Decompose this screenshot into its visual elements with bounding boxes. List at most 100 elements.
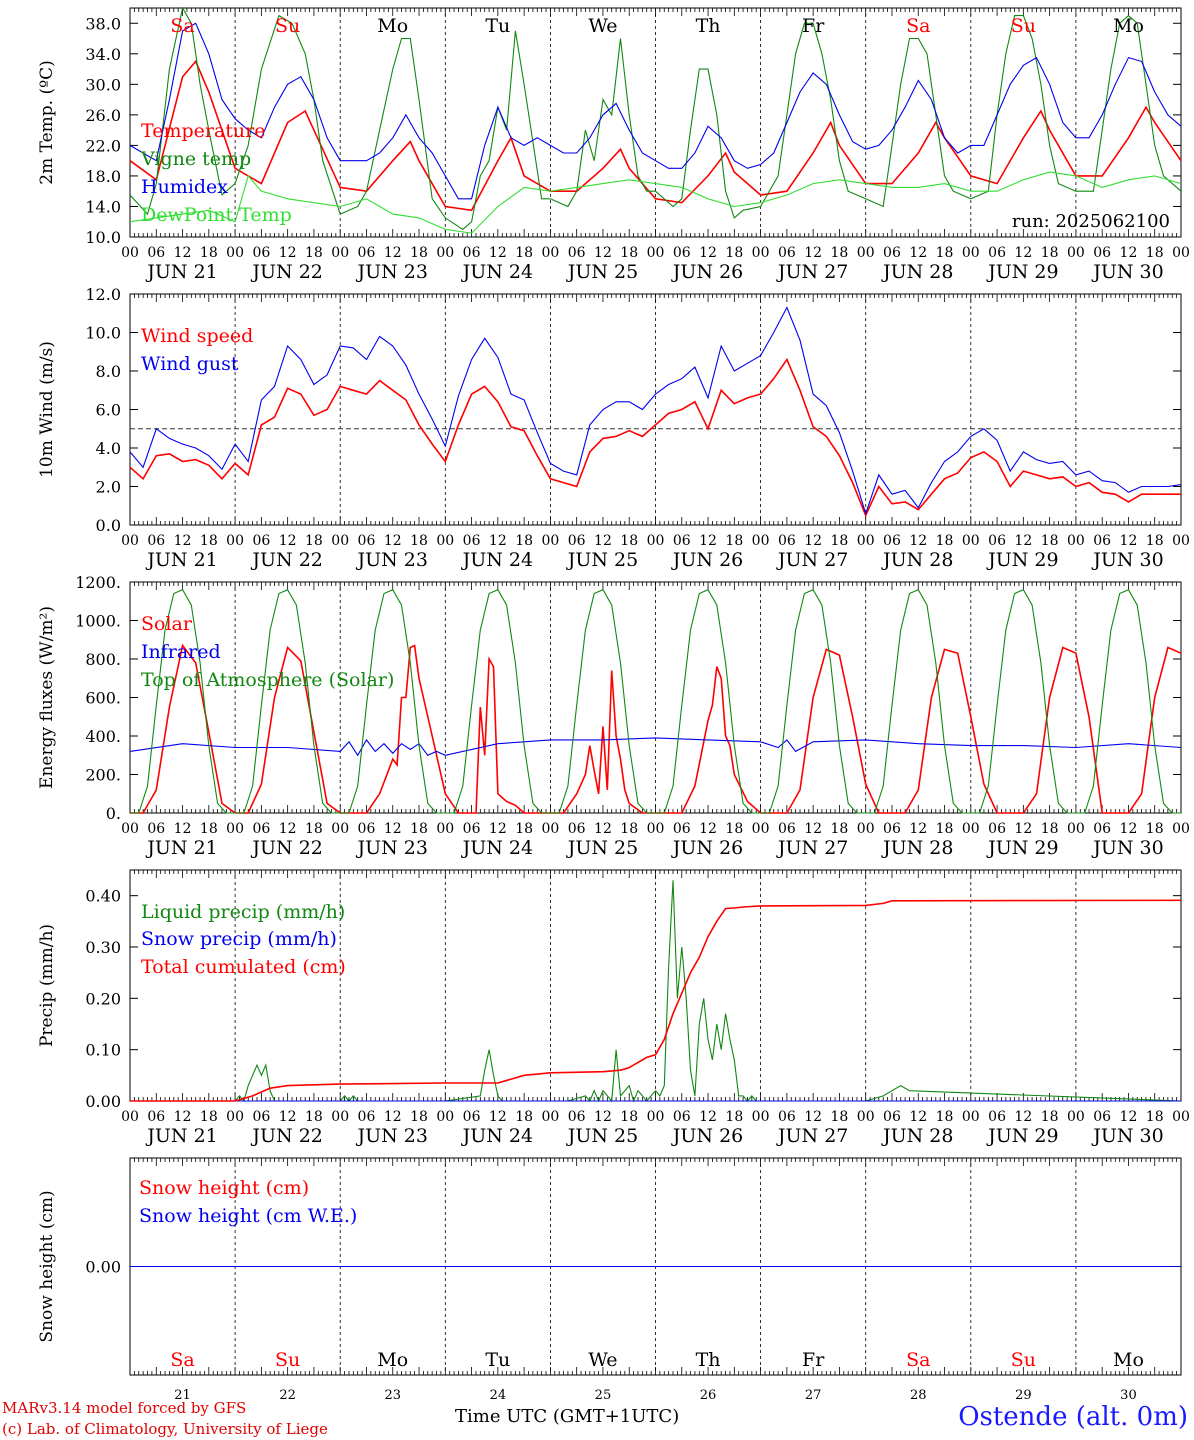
date-label: JUN 25 <box>566 261 638 283</box>
hour-label: 06 <box>358 821 376 837</box>
date-label: JUN 25 <box>566 549 638 571</box>
date-label: JUN 21 <box>145 1125 217 1147</box>
date-label: JUN 22 <box>250 1125 322 1147</box>
hour-label: 12 <box>1014 821 1032 837</box>
date-label: JUN 29 <box>986 837 1058 859</box>
hour-label: 18 <box>936 533 954 549</box>
day-number: 29 <box>1015 1388 1032 1403</box>
day-number: 22 <box>279 1388 296 1403</box>
hour-label: 12 <box>1014 245 1032 261</box>
panel-1: 10.0 14.0 18.0 22.0 26.0 30.0 34.0 38.0 2m Temp.… <box>37 6 1190 283</box>
hour-label: 06 <box>1093 533 1111 549</box>
hour-label: 12 <box>594 245 612 261</box>
day-abbr: Fr <box>802 15 825 37</box>
hour-label: 00 <box>752 533 770 549</box>
hour-label: 12 <box>1120 821 1138 837</box>
hour-label: 00 <box>226 1109 244 1125</box>
day-abbr-bottom: Fr <box>802 1349 825 1371</box>
hour-label: 06 <box>988 245 1006 261</box>
hour-label: 12 <box>1120 533 1138 549</box>
series-line-wind-speed <box>129 357 1181 518</box>
y-tick-label: 0. <box>106 804 121 823</box>
hour-label: 12 <box>909 245 927 261</box>
hour-label: 00 <box>962 533 980 549</box>
hour-label: 06 <box>252 1109 270 1125</box>
hour-label: 06 <box>147 1109 165 1125</box>
y-tick-label: 600. <box>85 689 121 708</box>
hour-label: 06 <box>463 245 481 261</box>
hour-label: 06 <box>568 245 586 261</box>
hour-label: 00 <box>541 245 559 261</box>
y-tick-label: 200. <box>85 766 121 785</box>
day-number: 23 <box>384 1388 401 1403</box>
panel-4: 0.00 0.10 0.20 0.30 0.40 Precip (mm/h) Liquid … <box>37 869 1190 1147</box>
day-abbr-bottom: Sa <box>170 1349 194 1371</box>
date-label: JUN 24 <box>461 261 533 283</box>
hour-label: 06 <box>988 1109 1006 1125</box>
hour-label: 00 <box>226 533 244 549</box>
series-line-vigne-temp <box>129 6 1182 231</box>
hour-label: 18 <box>305 245 323 261</box>
day-abbr: Mo <box>1113 15 1144 37</box>
day-number: 27 <box>805 1388 822 1403</box>
hour-label: 00 <box>121 245 139 261</box>
hour-label: 18 <box>725 245 743 261</box>
date-label: JUN 27 <box>776 549 848 571</box>
hour-label: 18 <box>936 1109 954 1125</box>
hour-label: 00 <box>647 533 665 549</box>
series-line-dewpoint-temp <box>129 171 1182 234</box>
hour-label: 06 <box>988 533 1006 549</box>
y-tick-label: 0.30 <box>85 938 121 957</box>
hour-label: 18 <box>1146 1109 1164 1125</box>
hour-label: 18 <box>1041 245 1059 261</box>
hour-label: 06 <box>252 821 270 837</box>
date-label: JUN 21 <box>145 549 217 571</box>
day-abbr-bottom: Mo <box>377 1349 408 1371</box>
hour-label: 18 <box>410 245 428 261</box>
hour-label: 18 <box>1146 821 1164 837</box>
hour-label: 18 <box>831 245 849 261</box>
station-name: Ostende (alt. 0m) <box>958 1402 1188 1432</box>
hour-label: 18 <box>410 821 428 837</box>
day-abbr-bottom: Su <box>275 1349 300 1371</box>
hour-label: 00 <box>962 821 980 837</box>
model-credit: MARv3.14 model forced by GFS <box>2 1399 247 1417</box>
hour-label: 12 <box>489 1109 507 1125</box>
hour-label: 06 <box>778 1109 796 1125</box>
day-abbr-bottom: Su <box>1011 1349 1036 1371</box>
hour-label: 12 <box>804 1109 822 1125</box>
hour-label: 12 <box>279 245 297 261</box>
hour-label: 00 <box>226 821 244 837</box>
y-axis-label: Precip (mm/h) <box>37 924 57 1047</box>
date-label: JUN 21 <box>145 261 217 283</box>
date-label: JUN 22 <box>250 837 322 859</box>
hour-label: 06 <box>883 1109 901 1125</box>
day-number: 30 <box>1120 1388 1137 1403</box>
hour-label: 00 <box>436 821 454 837</box>
y-tick-label: 800. <box>85 650 121 669</box>
hour-label: 18 <box>936 245 954 261</box>
hour-label: 12 <box>384 821 402 837</box>
y-axis-label: Snow height (cm) <box>37 1190 57 1342</box>
legend-entry: Vigne temp <box>140 148 251 170</box>
hour-label: 18 <box>200 821 218 837</box>
hour-label: 06 <box>778 533 796 549</box>
hour-label: 12 <box>279 821 297 837</box>
y-tick-label: 0.10 <box>85 1041 121 1060</box>
hour-label: 00 <box>226 245 244 261</box>
date-label: JUN 26 <box>671 261 743 283</box>
hour-label: 12 <box>804 821 822 837</box>
series-line-solar <box>130 643 1182 814</box>
y-tick-label: 18.0 <box>85 167 121 186</box>
legend-entry: DewPoint Temp <box>141 204 292 226</box>
hour-label: 18 <box>620 821 638 837</box>
hour-label: 00 <box>1067 533 1085 549</box>
hour-label: 06 <box>358 533 376 549</box>
day-number: 21 <box>174 1388 191 1403</box>
y-tick-label: 34.0 <box>85 45 121 64</box>
y-tick-label: 26.0 <box>85 106 121 125</box>
hour-label: 12 <box>1014 533 1032 549</box>
date-label: JUN 28 <box>881 837 953 859</box>
hour-label: 12 <box>804 533 822 549</box>
hour-label: 18 <box>831 1109 849 1125</box>
